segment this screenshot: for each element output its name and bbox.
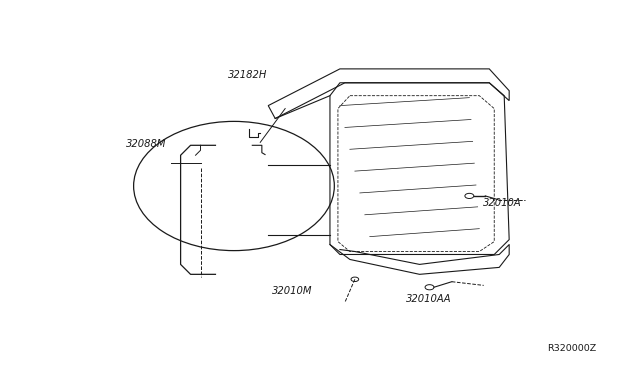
Text: 32088M: 32088M [125,138,166,148]
Text: 32010AA: 32010AA [406,294,452,304]
Text: 32182H: 32182H [228,70,267,80]
Text: R320000Z: R320000Z [547,344,596,353]
Text: 32010M: 32010M [272,286,313,296]
Text: 32010A: 32010A [483,198,521,208]
